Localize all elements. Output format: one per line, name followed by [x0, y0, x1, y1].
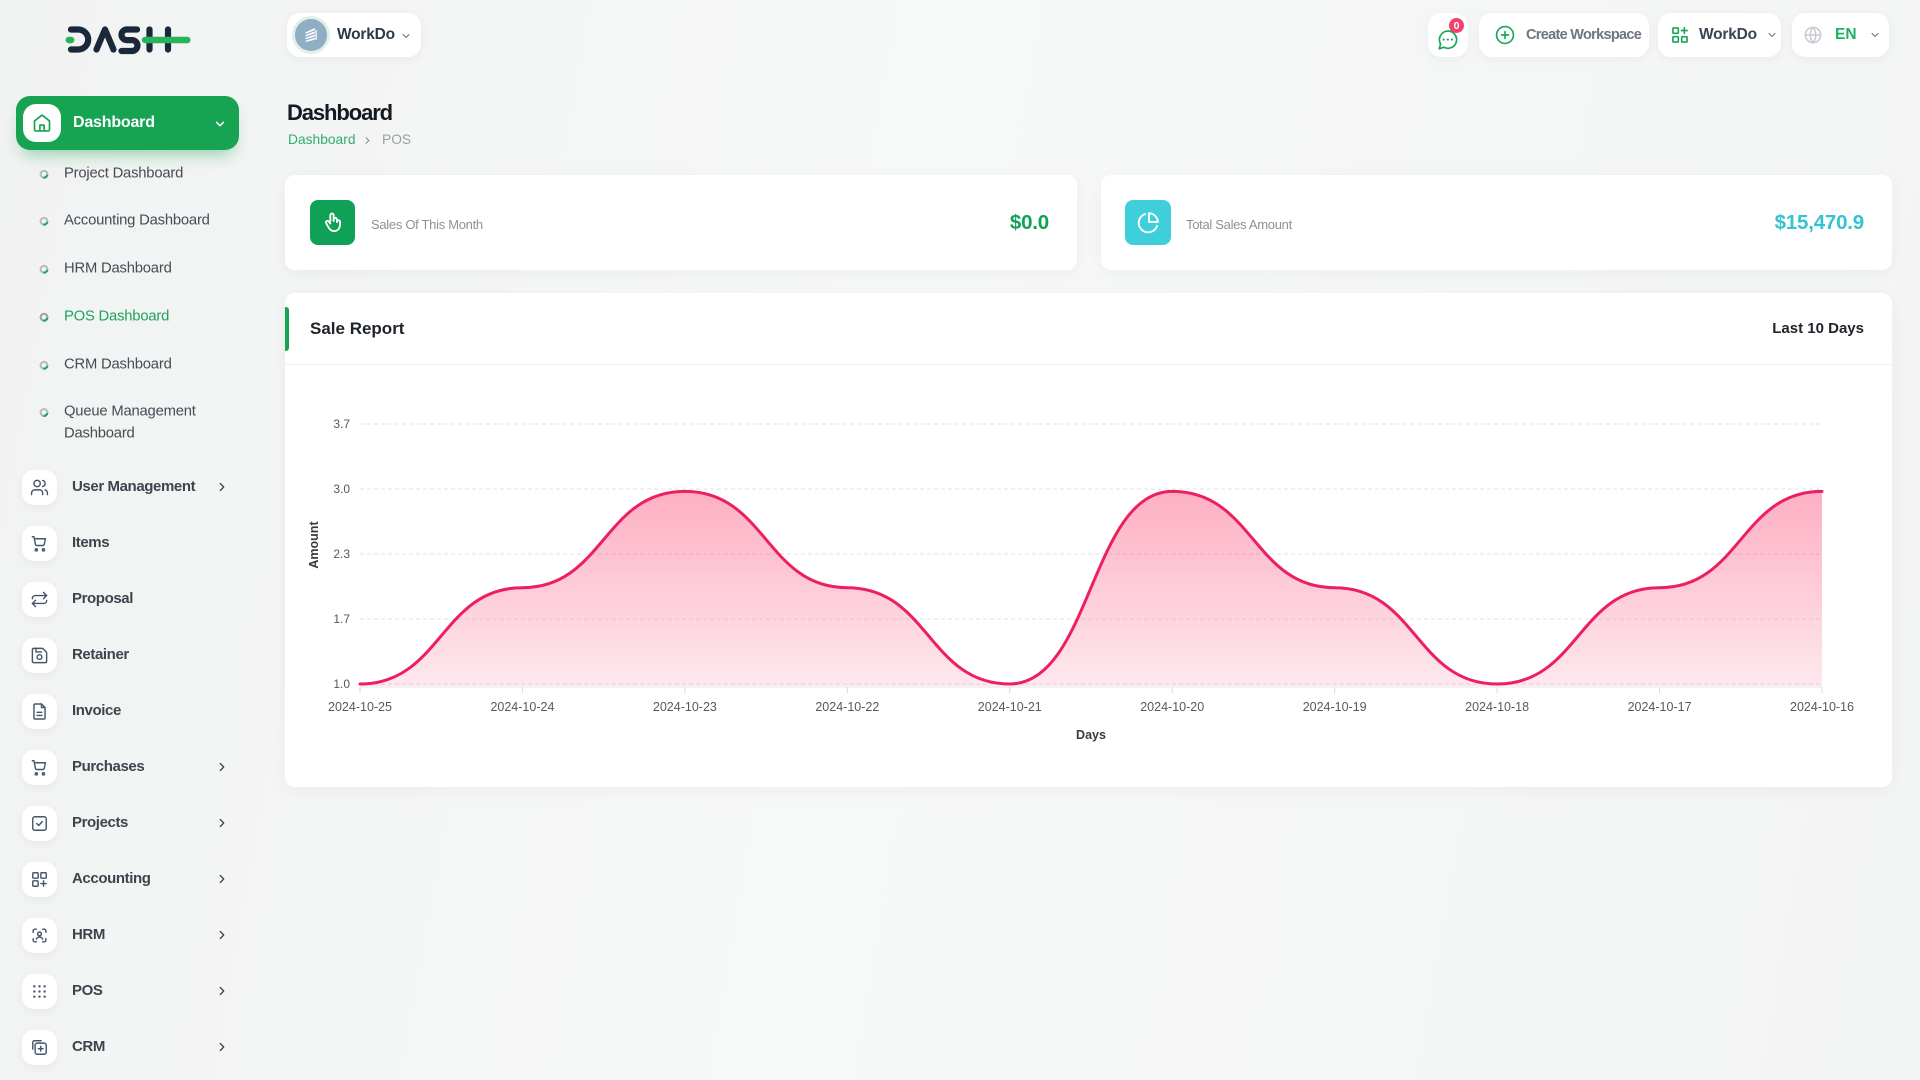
- svg-text:2024-10-24: 2024-10-24: [490, 700, 554, 714]
- svg-text:2024-10-23: 2024-10-23: [653, 700, 717, 714]
- svg-text:Days: Days: [1076, 728, 1106, 742]
- svg-text:2024-10-16: 2024-10-16: [1790, 700, 1854, 714]
- svg-text:2024-10-21: 2024-10-21: [978, 700, 1042, 714]
- svg-text:2.3: 2.3: [333, 547, 350, 561]
- svg-text:2024-10-17: 2024-10-17: [1628, 700, 1692, 714]
- svg-text:3.7: 3.7: [333, 417, 350, 431]
- svg-text:Amount: Amount: [307, 521, 321, 569]
- svg-text:3.0: 3.0: [333, 482, 350, 496]
- svg-text:2024-10-25: 2024-10-25: [328, 700, 392, 714]
- svg-text:2024-10-20: 2024-10-20: [1140, 700, 1204, 714]
- svg-text:2024-10-18: 2024-10-18: [1465, 700, 1529, 714]
- svg-text:2024-10-19: 2024-10-19: [1303, 700, 1367, 714]
- svg-text:1.0: 1.0: [333, 677, 350, 691]
- svg-text:1.7: 1.7: [333, 612, 350, 626]
- svg-text:2024-10-22: 2024-10-22: [815, 700, 879, 714]
